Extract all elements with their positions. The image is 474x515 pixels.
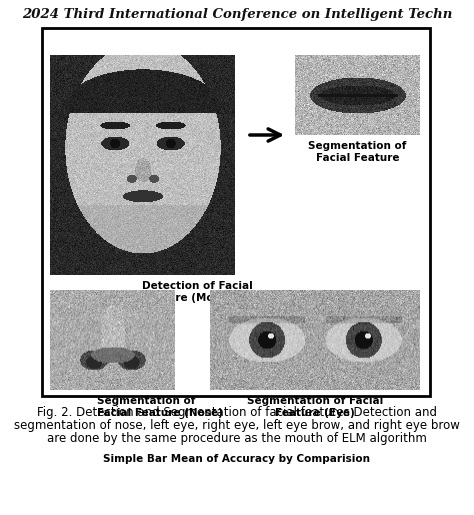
Text: Segmentation of
Facial Feature (Nose): Segmentation of Facial Feature (Nose) [98,396,223,418]
Text: 2024 Third International Conference on Intelligent Techn: 2024 Third International Conference on I… [22,8,452,21]
Text: segmentation of nose, left eye, right eye, left eye brow, and right eye brow: segmentation of nose, left eye, right ey… [14,419,460,432]
Text: Detection of Facial
Feature (Mouth): Detection of Facial Feature (Mouth) [143,281,253,303]
Text: are done by the same procedure as the mouth of ELM algorithm: are done by the same procedure as the mo… [47,432,427,445]
Text: Simple Bar Mean of Accuracy by Comparision: Simple Bar Mean of Accuracy by Comparisi… [103,454,371,464]
Text: Fig. 2. Detection and Segmentation of facial features Detection and: Fig. 2. Detection and Segmentation of fa… [37,406,437,419]
Bar [96,178,192,216]
Text: Segmentation of Facial
Feature (Eye): Segmentation of Facial Feature (Eye) [247,396,383,418]
Text: detection: detection [122,193,167,201]
Text: Segmentation of
Facial Feature: Segmentation of Facial Feature [308,141,407,163]
Bar [42,28,430,396]
